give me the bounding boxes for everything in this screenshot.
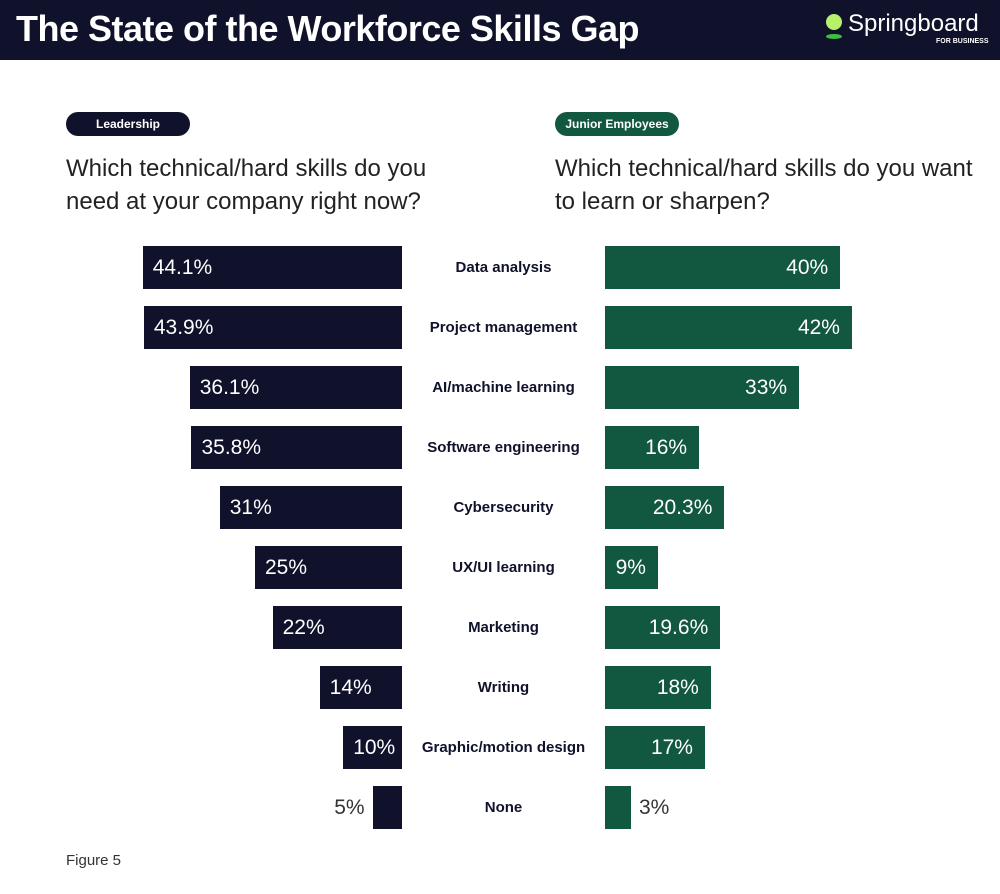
category-label: Project management bbox=[429, 319, 578, 336]
leadership-value-label: 5% bbox=[334, 796, 365, 819]
category-label: Writing bbox=[477, 679, 530, 696]
category-label: UX/UI learning bbox=[452, 559, 555, 576]
leadership-bar bbox=[343, 726, 402, 769]
header-bar: The State of the Workforce Skills Gap Sp… bbox=[0, 0, 1000, 60]
leadership-bar bbox=[319, 666, 402, 709]
leadership-value-label: 31% bbox=[229, 496, 272, 519]
junior-value-label: 18% bbox=[656, 676, 699, 699]
leadership-value-label: 44.1% bbox=[152, 256, 213, 279]
junior-pill: Junior Employees bbox=[555, 112, 679, 136]
category-label: Cybersecurity bbox=[453, 499, 554, 516]
junior-value-label: 40% bbox=[786, 256, 829, 279]
logo-base-icon bbox=[826, 34, 842, 39]
junior-bar bbox=[605, 546, 658, 589]
junior-value-label: 16% bbox=[645, 436, 688, 459]
category-label: None bbox=[484, 799, 523, 816]
junior-bar bbox=[605, 786, 631, 829]
leadership-bar bbox=[255, 546, 402, 589]
leadership-bar bbox=[272, 606, 402, 649]
junior-value-label: 9% bbox=[615, 556, 646, 579]
leadership-bar bbox=[191, 426, 402, 469]
junior-value-label: 17% bbox=[650, 736, 693, 759]
category-label: Software engineering bbox=[427, 439, 580, 456]
leadership-value-label: 35.8% bbox=[201, 436, 262, 459]
junior-bar bbox=[605, 426, 700, 469]
junior-bar bbox=[605, 726, 705, 769]
category-label: Graphic/motion design bbox=[421, 739, 586, 756]
category-label: AI/machine learning bbox=[432, 379, 575, 396]
junior-bar bbox=[605, 666, 711, 709]
leadership-value-label: 25% bbox=[265, 556, 308, 579]
logo-dot-icon bbox=[826, 14, 842, 30]
leadership-bar bbox=[219, 486, 402, 529]
category-label: Marketing bbox=[468, 619, 539, 636]
leadership-value-label: 43.9% bbox=[153, 316, 214, 339]
junior-value-label: 42% bbox=[797, 316, 840, 339]
leadership-value-label: 14% bbox=[329, 676, 372, 699]
leadership-value-label: 22% bbox=[282, 616, 325, 639]
leadership-value-label: 10% bbox=[353, 736, 396, 759]
figure-label: Figure 5 bbox=[66, 852, 122, 869]
leadership-pill: Leadership bbox=[66, 112, 190, 136]
leadership-value-label: 36.1% bbox=[199, 376, 260, 399]
junior-bar bbox=[605, 306, 852, 349]
junior-value-label: 3% bbox=[639, 796, 670, 819]
logo-subtext: FOR BUSINESS bbox=[936, 38, 989, 45]
leadership-bar bbox=[189, 366, 402, 409]
junior-bar bbox=[605, 486, 725, 529]
junior-value-label: 19.6% bbox=[648, 616, 709, 639]
junior-bar bbox=[605, 366, 800, 409]
junior-bar bbox=[605, 606, 721, 649]
junior-value-label: 20.3% bbox=[652, 496, 713, 519]
junior-bar bbox=[605, 246, 841, 289]
leadership-bar bbox=[142, 246, 402, 289]
category-label: Data analysis bbox=[455, 259, 552, 276]
leadership-bar bbox=[143, 306, 402, 349]
junior-question: Which technical/hard skills do you want … bbox=[555, 155, 973, 215]
leadership-question: Which technical/hard skills do you need … bbox=[66, 155, 427, 215]
page-title: The State of the Workforce Skills Gap bbox=[16, 8, 639, 49]
logo-text: Springboard bbox=[848, 10, 979, 37]
leadership-bar bbox=[372, 786, 402, 829]
junior-value-label: 33% bbox=[745, 376, 788, 399]
